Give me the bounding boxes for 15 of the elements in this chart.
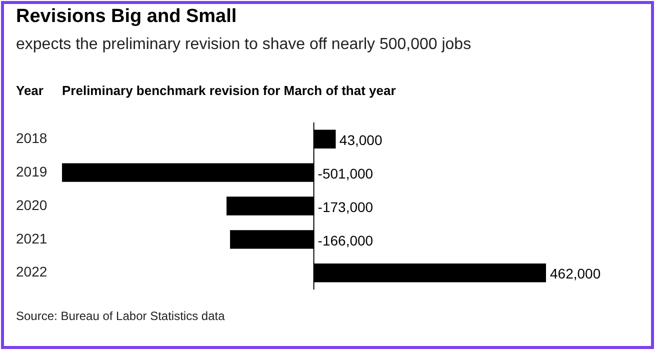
source-note: Source: Bureau of Labor Statistics data (16, 309, 225, 323)
y-tick-label: 2021 (16, 230, 48, 246)
x-axis-title: Preliminary benchmark revision for March of that year (62, 83, 396, 98)
data-label: -166,000 (318, 232, 374, 248)
y-axis-title: Year (16, 83, 44, 98)
data-label: 462,000 (550, 266, 601, 282)
y-tick-label: 2019 (16, 163, 48, 180)
chart-subtitle: expects the preliminary revision to shave off nearly 500,000 jobs (16, 36, 472, 54)
data-label: -173,000 (318, 198, 374, 215)
y-tick-label: 2018 (16, 130, 48, 146)
y-tick-label: 2020 (16, 196, 48, 213)
chart-title: Revisions Big and Small (16, 6, 237, 28)
data-label: 43,000 (339, 132, 382, 148)
y-tick-label: 2022 (16, 264, 48, 280)
data-label: -501,000 (318, 165, 374, 182)
